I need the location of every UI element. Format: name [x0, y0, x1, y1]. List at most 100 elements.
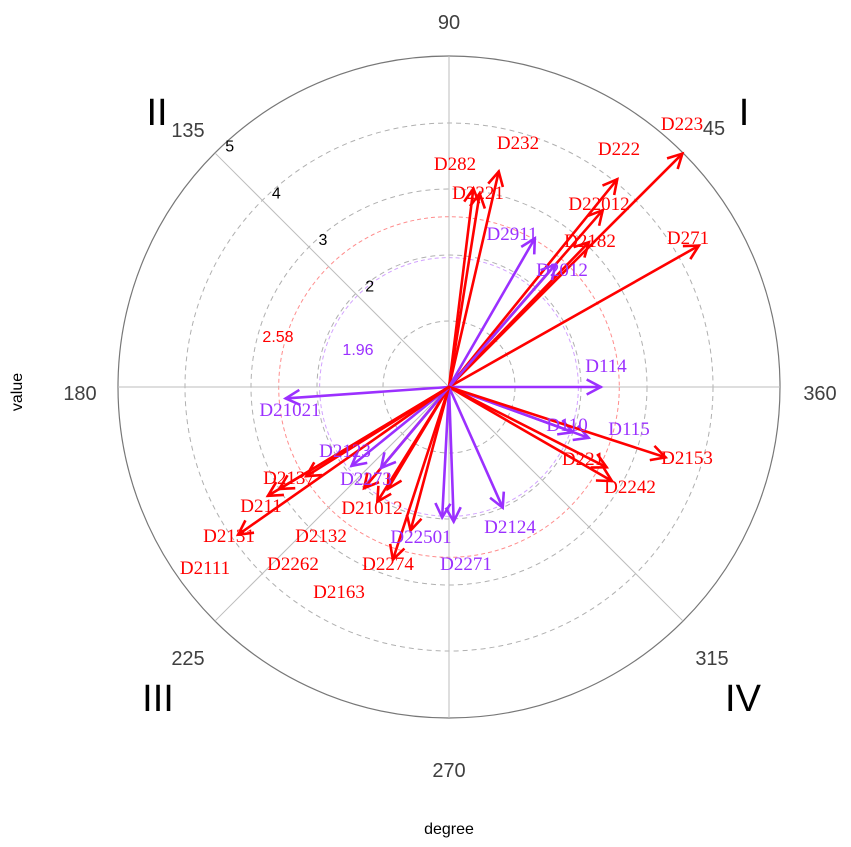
- vector-label: D222: [598, 139, 640, 160]
- vector-label: D114: [585, 356, 627, 377]
- vector-arrowhead-D223: [666, 151, 685, 170]
- vector-label: D2221: [452, 183, 504, 204]
- vector-shaft-D271: [447, 244, 701, 389]
- angle-tick-label: 90: [438, 12, 460, 34]
- quadrant-label-IV: IV: [725, 678, 762, 720]
- vector-arrowhead-D222: [601, 177, 619, 196]
- vector-label: D2153: [661, 448, 713, 469]
- vector-arrowhead-D2131: [265, 481, 285, 498]
- vector-label: D2273: [340, 469, 392, 490]
- radial-tick-label: 5: [225, 139, 234, 156]
- vector-arrowhead-D2911: [520, 235, 537, 255]
- vector-shaft-D2221: [447, 192, 481, 389]
- vector-arrowhead-D2012: [540, 262, 558, 281]
- vector-arrowhead-D114: [586, 378, 604, 396]
- vector-arrowhead-D271: [682, 244, 702, 260]
- vector-label: D2131: [203, 526, 255, 547]
- vector-label: D2911: [486, 224, 537, 245]
- angle-tick-label: 360: [803, 383, 836, 405]
- vector-arrows: [235, 151, 702, 563]
- vector-label: D2163: [313, 582, 365, 603]
- vector-label: D2137: [263, 468, 315, 489]
- vector-label: D2123: [319, 441, 371, 462]
- vector-label: D2262: [267, 554, 319, 575]
- quadrant-label-I: I: [739, 92, 750, 134]
- vector-labels: D223 D222 D22012 D2182 D271 D232 D282 D2221 D291…: [180, 114, 713, 603]
- vector-label: D211: [240, 496, 282, 517]
- vector-arrowhead-D2262: [375, 485, 392, 505]
- vector-arrowhead-D2153: [649, 444, 669, 462]
- vector-shaft-D232: [447, 170, 501, 389]
- y-axis-title: value: [9, 373, 26, 411]
- vector-label: D232: [497, 133, 539, 154]
- vector-shaft-D2911: [447, 237, 537, 389]
- vector-arrowhead-D2163: [388, 543, 406, 563]
- angle-tick-label: 225: [171, 648, 204, 670]
- angle-tick-label: 315: [695, 648, 728, 670]
- vector-label: D271: [667, 228, 709, 249]
- vector-shaft-D2012: [447, 263, 557, 389]
- vector-label: D2132: [295, 526, 347, 547]
- vector-label: D21021: [259, 400, 320, 421]
- grid-spoke: [214, 152, 450, 388]
- vector-shaft-D2153: [447, 385, 667, 459]
- threshold-label-2.58: 2.58: [262, 329, 293, 346]
- vector-shaft-D2271: [447, 385, 455, 523]
- grid-spoke: [214, 386, 450, 622]
- radial-tick-label: 2: [365, 279, 374, 296]
- vector-shaft-D2124: [447, 385, 504, 509]
- vector-arrowhead-D2123: [349, 450, 368, 468]
- vector-label: D282: [434, 154, 476, 175]
- vector-label: D2012: [536, 260, 588, 281]
- vector-arrowhead-D21012: [386, 472, 403, 492]
- radial-tick-label: 4: [272, 185, 281, 202]
- vector-shaft-D222: [447, 177, 619, 389]
- vector-arrowhead-D2137: [303, 461, 323, 478]
- x-axis-title: degree: [424, 821, 474, 838]
- vector-arrowhead-D2111: [235, 519, 255, 537]
- vector-label: D115: [608, 419, 650, 440]
- angle-tick-label: 45: [703, 118, 725, 140]
- quadrant-label-II: II: [146, 92, 167, 134]
- vector-shaft-D22501: [440, 385, 451, 519]
- vector-arrowhead-D221: [590, 453, 610, 469]
- vector-arrowhead-D22501: [434, 502, 452, 521]
- angle-tick-label: 270: [432, 760, 465, 782]
- vector-arrowhead-D22012: [587, 208, 605, 227]
- angle-tick-label: 135: [171, 120, 204, 142]
- vector-arrowhead-D21021: [282, 388, 301, 407]
- quadrant-label-III: III: [142, 678, 174, 720]
- vector-shaft-D2123: [350, 385, 451, 468]
- vector-arrowhead-D2132: [362, 472, 380, 491]
- vector-label: D223: [661, 114, 703, 135]
- vector-label: D2274: [362, 554, 414, 575]
- vector-arrowhead-D2273: [379, 451, 397, 471]
- vector-label: D110: [546, 415, 588, 436]
- vector-arrowhead-D2182: [573, 240, 591, 258]
- grid-spoke: [448, 386, 684, 622]
- vector-shaft-D2182: [447, 240, 591, 389]
- vector-label: D221: [562, 449, 604, 470]
- vector-shaft-D2131: [266, 385, 451, 498]
- vector-shaft-D21021: [284, 385, 451, 400]
- vector-arrowhead-D2221: [468, 190, 487, 209]
- vector-shaft-D2273: [379, 385, 451, 470]
- vector-label: D21012: [341, 498, 402, 519]
- vector-arrowhead-D232: [487, 168, 505, 188]
- vector-label: D2182: [564, 231, 616, 252]
- vector-shaft-D21012: [386, 385, 451, 491]
- angle-tick-label: 180: [63, 383, 96, 405]
- vector-label: D2124: [484, 517, 536, 538]
- vector-arrowhead-D2124: [489, 491, 506, 511]
- vector-label: D22501: [390, 527, 451, 548]
- vector-shaft-D2111: [236, 385, 451, 536]
- vector-shaft-D2242: [447, 385, 614, 483]
- vector-shaft-D221: [447, 385, 608, 469]
- radial-tick-label: 3: [319, 232, 328, 249]
- vector-shaft-D2163: [391, 385, 451, 561]
- vector-arrowhead-D2242: [595, 466, 615, 483]
- vector-label: D22012: [568, 194, 629, 215]
- vector-label: D2242: [604, 477, 656, 498]
